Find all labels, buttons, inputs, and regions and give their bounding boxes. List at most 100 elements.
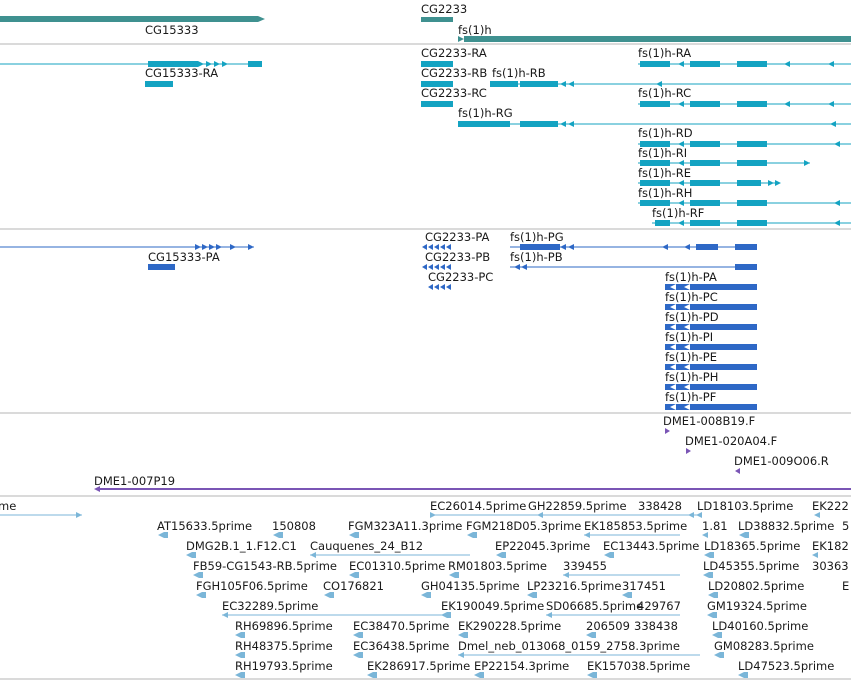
- protein-label[interactable]: CG2233-PA: [425, 230, 490, 244]
- protein-label[interactable]: fs(1)h-PC: [665, 290, 718, 304]
- est-label[interactable]: SD06685.5prime: [546, 599, 643, 613]
- est-label[interactable]: RM01803.5prime: [448, 559, 547, 573]
- protein-label[interactable]: fs(1)h-PB: [510, 250, 563, 264]
- est-label[interactable]: RH19793.5prime: [235, 659, 333, 673]
- est-label[interactable]: LP23216.5prime: [527, 579, 621, 593]
- transcript-label[interactable]: fs(1)h-RE: [638, 166, 691, 180]
- cds-block: [696, 244, 718, 250]
- clone-label[interactable]: DME1-007P19: [94, 474, 175, 488]
- est-label[interactable]: FGH105F06.5prime: [196, 579, 308, 593]
- est-label[interactable]: GM08283.5prime: [714, 639, 814, 653]
- est-label[interactable]: EC26014.5prime: [430, 499, 526, 513]
- clone-label[interactable]: DME1-009O06.R: [734, 454, 829, 468]
- est-label[interactable]: 338428: [638, 499, 682, 513]
- est-label[interactable]: 206509: [586, 619, 630, 633]
- transcript-label[interactable]: fs(1)h-RG: [458, 106, 513, 120]
- est-label[interactable]: CO176821: [323, 579, 384, 593]
- protein-label[interactable]: CG2233-PC: [428, 270, 493, 284]
- est-label[interactable]: LD45355.5prime: [703, 559, 799, 573]
- gene-label[interactable]: CG2233: [421, 2, 467, 16]
- est-label[interactable]: Cauquenes_24_B12: [310, 539, 423, 553]
- gene-glyph[interactable]: [421, 17, 453, 22]
- est-label[interactable]: me: [0, 499, 16, 513]
- est-label[interactable]: GH04135.5prime: [421, 579, 520, 593]
- est-label[interactable]: E: [842, 579, 849, 593]
- est-label[interactable]: 338438: [634, 619, 678, 633]
- gene-glyph[interactable]: [458, 36, 851, 42]
- protein-label[interactable]: CG2233-PB: [425, 250, 490, 264]
- protein-label[interactable]: fs(1)h-PH: [665, 370, 718, 384]
- est-label[interactable]: LD40160.5prime: [712, 619, 808, 633]
- est-label[interactable]: EC01310.5prime: [349, 559, 445, 573]
- est-label[interactable]: Dmel_neb_013068_0159_2758.3prime: [458, 639, 680, 653]
- est-arrow: [704, 552, 714, 558]
- transcript-label[interactable]: fs(1)h-RD: [638, 126, 693, 140]
- gene-label[interactable]: CG15333: [145, 23, 199, 37]
- clone-marker[interactable]: [686, 448, 691, 454]
- transcript-label[interactable]: fs(1)h-RC: [638, 86, 691, 100]
- est-label[interactable]: EP22154.3prime: [474, 659, 569, 673]
- transcript-label[interactable]: CG2233-RB: [421, 66, 487, 80]
- gene-label[interactable]: fs(1)h: [458, 23, 492, 37]
- clone-label[interactable]: DME1-008B19.F: [663, 414, 755, 428]
- protein-label[interactable]: fs(1)h-PE: [665, 350, 717, 364]
- est-label[interactable]: 429767: [637, 599, 681, 613]
- est-label[interactable]: LD18365.5prime: [704, 539, 800, 553]
- est-arrow: [703, 572, 713, 578]
- est-label[interactable]: 339455: [563, 559, 607, 573]
- strand-arrows: [195, 244, 254, 250]
- est-label[interactable]: EP22045.3prime: [495, 539, 590, 553]
- cds-block: [520, 244, 560, 250]
- transcript-label[interactable]: fs(1)h-RA: [638, 46, 691, 60]
- est-label[interactable]: EC38470.5prime: [353, 619, 449, 633]
- est-label[interactable]: LD20802.5prime: [708, 579, 804, 593]
- est-label[interactable]: LD18103.5prime: [697, 499, 793, 513]
- transcript-label[interactable]: CG2233-RC: [421, 86, 487, 100]
- clone-marker[interactable]: [94, 486, 851, 492]
- est-label[interactable]: 30363: [812, 559, 849, 573]
- est-label[interactable]: EK185853.5prime: [584, 519, 687, 533]
- protein-label[interactable]: fs(1)h-PF: [665, 390, 716, 404]
- est-label[interactable]: LD38832.5prime: [738, 519, 834, 533]
- protein-label[interactable]: CG15333-PA: [148, 250, 220, 264]
- est-label[interactable]: RH69896.5prime: [235, 619, 333, 633]
- clone-marker[interactable]: [735, 468, 740, 474]
- est-label[interactable]: 1.81: [702, 519, 728, 533]
- clone-marker[interactable]: [665, 428, 670, 434]
- est-label[interactable]: AT15633.5prime: [157, 519, 252, 533]
- transcript-label[interactable]: fs(1)h-RH: [638, 186, 692, 200]
- est-label[interactable]: 150808: [272, 519, 316, 533]
- est-label[interactable]: EC32289.5prime: [222, 599, 318, 613]
- protein-label[interactable]: fs(1)h-PG: [510, 230, 564, 244]
- transcript-label[interactable]: CG2233-RA: [421, 46, 487, 60]
- est-label[interactable]: 317451: [622, 579, 666, 593]
- est-label[interactable]: FB59-CG1543-RB.5prime: [193, 559, 337, 573]
- protein-label[interactable]: fs(1)h-PA: [665, 270, 717, 284]
- est-label[interactable]: EC36438.5prime: [353, 639, 449, 653]
- transcript-label[interactable]: CG15333-RA: [145, 66, 218, 80]
- est-label[interactable]: EC13443.5prime: [603, 539, 699, 553]
- protein-label[interactable]: fs(1)h-PD: [665, 310, 719, 324]
- est-label[interactable]: EK190049.5prime: [441, 599, 544, 613]
- est-label[interactable]: FGM218D05.3prime: [466, 519, 581, 533]
- est-label[interactable]: EK286917.5prime: [367, 659, 470, 673]
- est-label[interactable]: EK290228.5prime: [458, 619, 561, 633]
- protein-label[interactable]: fs(1)h-PI: [665, 330, 713, 344]
- gene-glyph[interactable]: [0, 16, 265, 22]
- transcript-label[interactable]: fs(1)h-RF: [652, 206, 704, 220]
- est-label[interactable]: GH22859.5prime: [528, 499, 627, 513]
- est-label[interactable]: EK222: [812, 499, 849, 513]
- est-label[interactable]: LD47523.5prime: [738, 659, 834, 673]
- est-label[interactable]: EK182: [812, 539, 849, 553]
- est-label[interactable]: DMG2B.1_1.F12.C1: [186, 539, 297, 553]
- est-label[interactable]: FGM323A11.3prime: [348, 519, 462, 533]
- transcript-label[interactable]: fs(1)h-RI: [638, 146, 687, 160]
- est-label[interactable]: RH48375.5prime: [235, 639, 333, 653]
- est-label[interactable]: GM19324.5prime: [707, 599, 807, 613]
- est-label[interactable]: 5: [842, 519, 849, 533]
- est-arrow: [324, 592, 334, 598]
- transcript-label[interactable]: fs(1)h-RB: [492, 66, 546, 80]
- clone-label[interactable]: DME1-020A04.F: [685, 434, 777, 448]
- est-label[interactable]: EK157038.5prime: [587, 659, 690, 673]
